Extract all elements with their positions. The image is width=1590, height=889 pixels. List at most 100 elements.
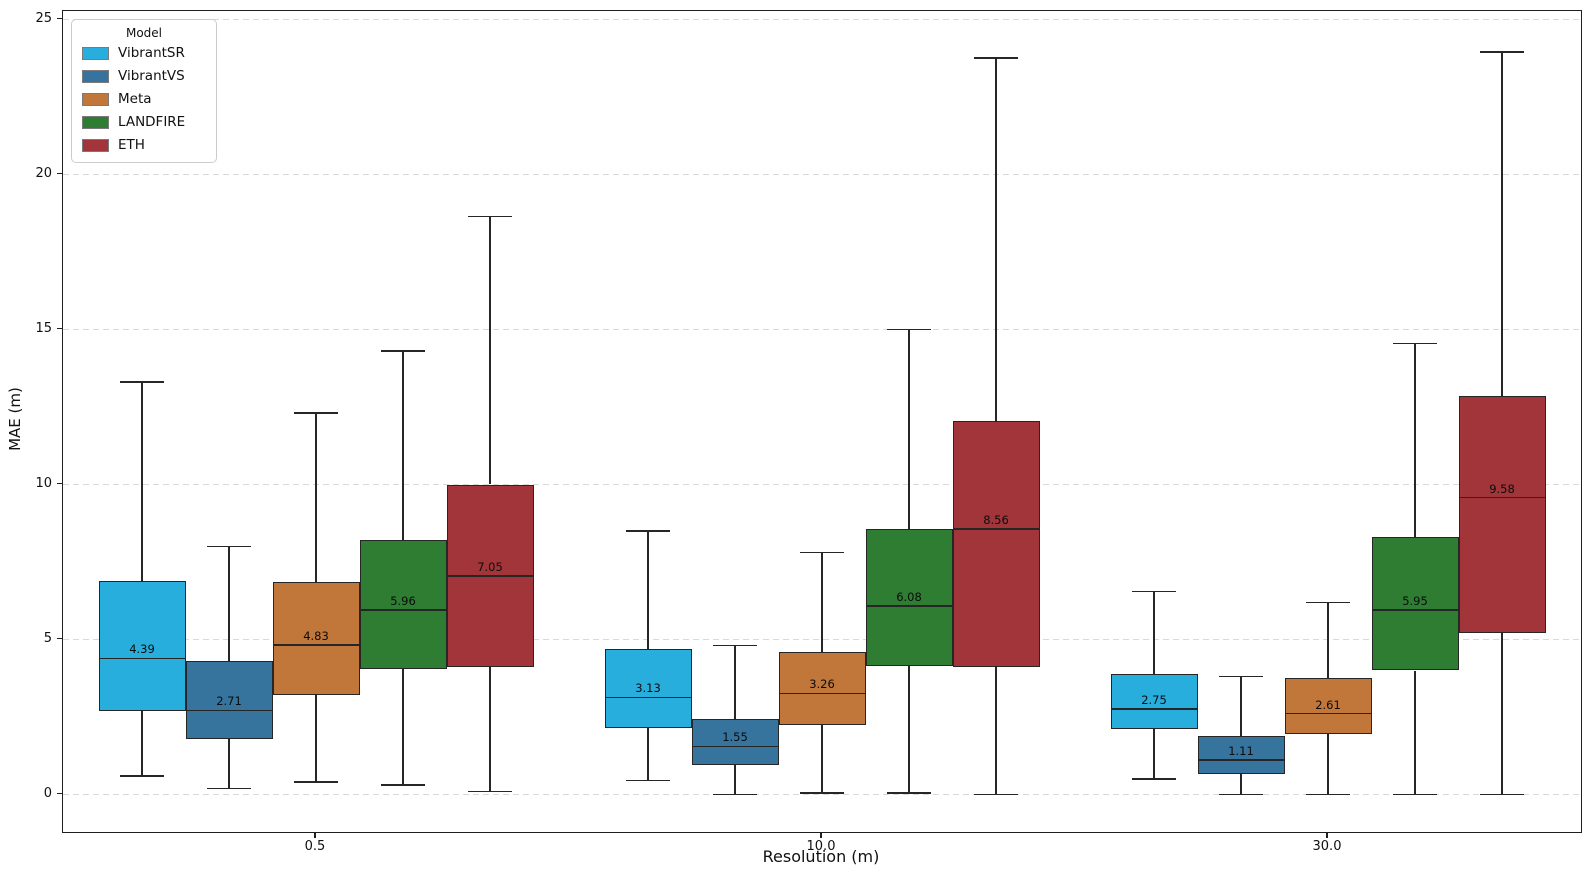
whisker-lower	[141, 710, 143, 776]
whisker-cap-high	[974, 57, 1018, 60]
whisker-lower	[995, 667, 997, 795]
whisker-cap-low	[1480, 793, 1524, 796]
x-tick-label: 10.0	[806, 839, 836, 854]
gridline-y-15	[63, 329, 1581, 330]
whisker-cap-high	[381, 350, 425, 352]
whisker-upper	[228, 546, 230, 662]
y-tick-mark	[57, 637, 62, 640]
whisker-lower	[647, 727, 649, 781]
median-line	[185, 709, 273, 712]
whisker-lower	[1153, 729, 1155, 779]
whisker-upper	[734, 645, 736, 719]
box-meta-30.0	[1284, 678, 1372, 735]
whisker-upper	[1327, 602, 1329, 679]
median-line	[604, 696, 692, 699]
whisker-lower	[1414, 670, 1416, 795]
x-tick-mark	[820, 832, 822, 838]
legend-label: Meta	[118, 91, 152, 107]
median-line	[446, 575, 534, 577]
whisker-upper	[1501, 52, 1503, 397]
whisker-cap-low	[120, 775, 164, 777]
legend-item-meta: Meta	[82, 91, 208, 107]
legend-swatch-meta-icon	[82, 92, 109, 106]
legend-item-landfire: LANDFIRE	[82, 114, 208, 130]
whisker-lower	[1327, 734, 1329, 795]
whisker-cap-low	[1219, 793, 1263, 796]
whisker-cap-high	[1219, 675, 1263, 678]
whisker-upper	[1240, 676, 1242, 736]
median-line	[691, 745, 779, 748]
legend-label: VibrantSR	[118, 45, 185, 61]
whisker-cap-low	[800, 792, 844, 794]
whisker-lower	[489, 667, 491, 792]
box-vibrantsr-0.5	[98, 580, 186, 711]
y-tick-label: 20	[35, 165, 52, 181]
whisker-cap-high	[1132, 590, 1176, 593]
whisker-upper	[489, 216, 491, 485]
median-label: 1.11	[1228, 744, 1254, 759]
whisker-lower	[734, 765, 736, 795]
whisker-cap-low	[1393, 793, 1437, 796]
box-eth-10.0	[952, 420, 1040, 668]
legend-label: ETH	[118, 137, 145, 153]
x-tick-label: 30.0	[1312, 839, 1342, 854]
legend-label: LANDFIRE	[118, 114, 186, 130]
y-axis-label: MAE (m)	[6, 387, 24, 451]
gridline-y-0	[63, 794, 1581, 795]
whisker-upper	[821, 552, 823, 652]
legend-item-vibrantsr: VibrantSR	[82, 45, 208, 61]
y-tick-label: 10	[35, 475, 52, 491]
whisker-cap-high	[1480, 51, 1524, 53]
box-landfire-10.0	[865, 529, 953, 666]
median-label: 6.08	[896, 590, 922, 605]
whisker-lower	[1240, 774, 1242, 795]
median-label: 9.58	[1489, 481, 1515, 496]
median-line	[952, 528, 1040, 531]
box-landfire-30.0	[1371, 537, 1459, 671]
median-line	[359, 608, 447, 611]
whisker-cap-low	[626, 779, 670, 782]
median-label: 5.96	[390, 593, 416, 608]
box-meta-10.0	[778, 651, 866, 725]
y-tick-label: 0	[43, 785, 52, 801]
legend-item-eth: ETH	[82, 137, 208, 153]
legend-items: VibrantSR VibrantVS Meta LANDFIRE ETH	[80, 45, 208, 153]
whisker-cap-low	[1132, 778, 1176, 780]
x-axis-label: Resolution (m)	[762, 847, 880, 866]
whisker-lower	[1501, 633, 1503, 795]
box-vibrantsr-10.0	[604, 648, 692, 728]
whisker-upper	[995, 58, 997, 421]
median-label: 2.75	[1141, 693, 1167, 708]
y-tick-label: 15	[35, 320, 52, 336]
legend-swatch-vibrantsr-icon	[82, 46, 109, 60]
x-tick-label: 0.5	[304, 839, 326, 854]
whisker-lower	[228, 738, 230, 789]
whisker-cap-low	[381, 784, 425, 786]
whisker-upper	[1153, 591, 1155, 674]
whisker-upper	[908, 329, 910, 530]
whisker-cap-high	[120, 381, 164, 383]
gridline-y-10	[63, 484, 1581, 485]
median-line	[778, 692, 866, 695]
whisker-cap-low	[1306, 793, 1350, 796]
median-label: 2.61	[1315, 697, 1341, 712]
whisker-lower	[402, 668, 404, 786]
legend-label: VibrantVS	[118, 68, 185, 84]
y-tick-mark	[57, 172, 62, 175]
whisker-cap-high	[207, 545, 251, 548]
whisker-upper	[1414, 343, 1416, 538]
y-tick-label: 25	[35, 10, 52, 26]
box-landfire-0.5	[359, 540, 447, 669]
box-vibrantvs-30.0	[1197, 735, 1285, 775]
whisker-cap-low	[207, 787, 251, 790]
y-tick-label: 5	[43, 630, 52, 646]
median-line	[1458, 496, 1546, 499]
median-line	[98, 657, 186, 660]
whisker-cap-low	[294, 781, 338, 783]
whisker-cap-high	[294, 412, 338, 414]
whisker-lower	[908, 665, 910, 793]
median-label: 7.05	[477, 559, 503, 574]
box-vibrantvs-10.0	[691, 718, 779, 766]
median-line	[1110, 708, 1198, 711]
